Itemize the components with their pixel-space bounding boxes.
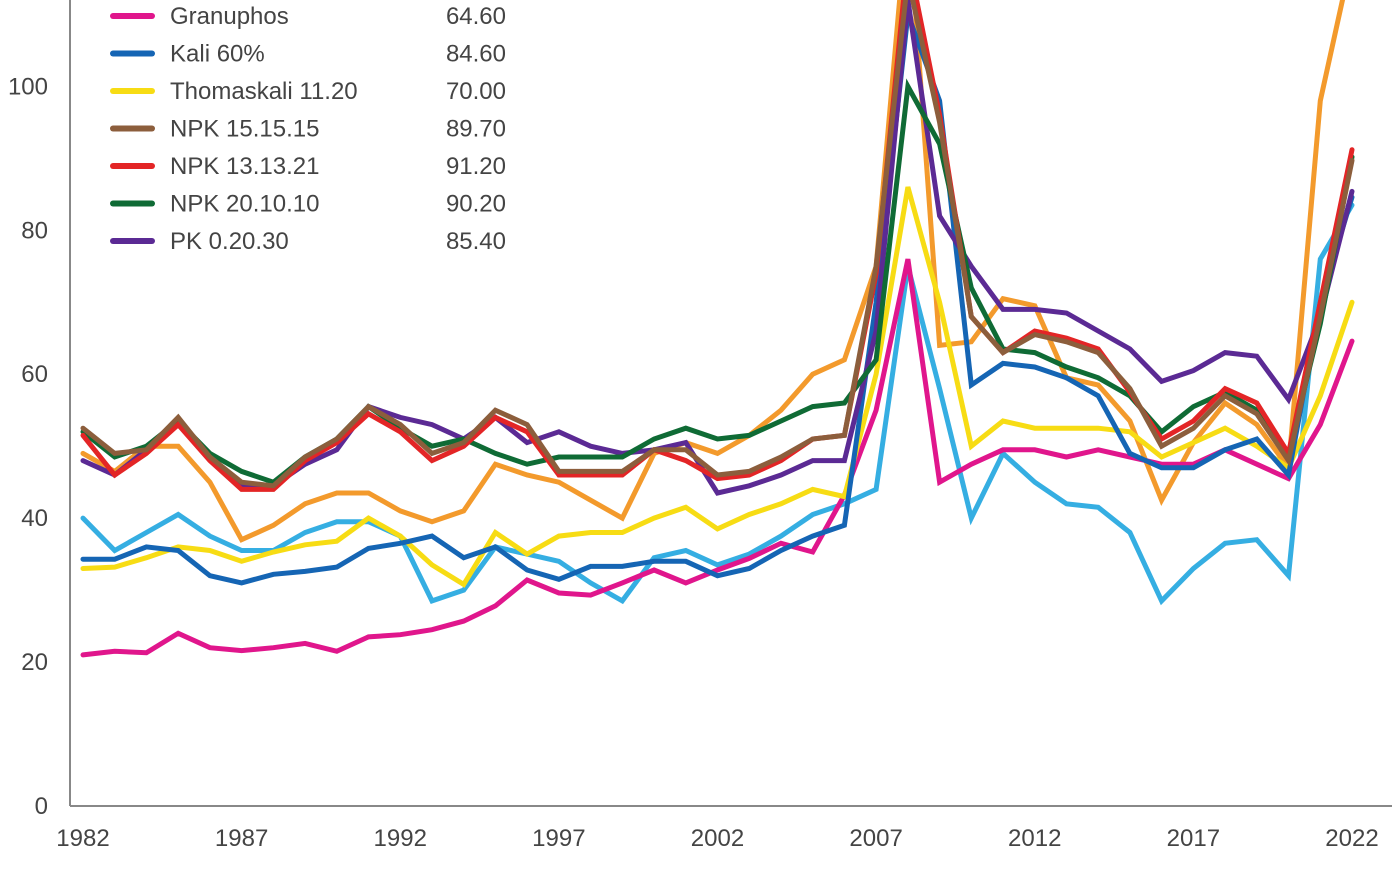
legend-value: 90.20 — [446, 191, 506, 218]
legend-item: NPK 15.15.15 89.70 — [110, 116, 506, 143]
x-tick-label: 2017 — [1167, 825, 1220, 852]
legend-value: 89.70 — [446, 116, 506, 143]
x-tick-label: 1987 — [215, 825, 268, 852]
x-tick-label: 2022 — [1325, 825, 1378, 852]
y-tick-label: 60 — [21, 361, 48, 388]
series-lines — [80, 0, 1355, 658]
legend-item: Thomaskali 11.20 70.00 — [110, 78, 506, 105]
y-tick-label: 0 — [35, 793, 48, 820]
legend-item: NPK 20.10.10 90.20 — [110, 191, 506, 218]
y-tick-label: 100 — [8, 73, 48, 100]
legend-item: Kali 60% 84.60 — [110, 41, 506, 68]
legend-item: NPK 13.13.21 91.20 — [110, 153, 506, 180]
legend-label: Kali 60% — [170, 41, 265, 68]
x-tick-label: 2012 — [1008, 825, 1061, 852]
legend-label: Granuphos — [170, 3, 289, 30]
legend-value: 91.20 — [446, 153, 506, 180]
legend-label: PK 0.20.30 — [170, 228, 289, 255]
legend-value: 64.60 — [446, 3, 506, 30]
legend-label: NPK 15.15.15 — [170, 116, 319, 143]
x-tick-label: 1997 — [532, 825, 585, 852]
legend-label: NPK 13.13.21 — [170, 153, 319, 180]
x-tick-labels: 1982 1987 1992 1997 2002 2007 2012 2017 2022 — [56, 825, 1378, 852]
y-tick-labels: 0 20 40 60 80 100 — [8, 73, 48, 820]
legend-label: Thomaskali 11.20 — [170, 78, 358, 105]
legend-value: 70.00 — [446, 78, 506, 105]
x-tick-label: 2002 — [691, 825, 744, 852]
y-tick-label: 20 — [21, 649, 48, 676]
series-line-npk-20-10-10 — [80, 78, 1355, 486]
legend-label: NPK 20.10.10 — [170, 191, 319, 218]
series-line-unlabelled-8 — [80, 202, 1355, 606]
x-tick-label: 1992 — [374, 825, 427, 852]
legend-item: Granuphos 64.60 — [110, 3, 506, 30]
series-line-npk-15-15-15 — [80, 0, 1355, 489]
legend-item: PK 0.20.30 85.40 — [110, 228, 506, 255]
x-tick-label: 2007 — [849, 825, 902, 852]
legend-value: 84.60 — [446, 41, 506, 68]
series-line-thomaskali-11-20 — [80, 186, 1355, 588]
y-tick-label: 80 — [21, 217, 48, 244]
legend-value: 85.40 — [446, 228, 506, 255]
y-tick-label: 40 — [21, 505, 48, 532]
series-line-kali-60- — [80, 13, 1355, 586]
x-tick-label: 1982 — [56, 825, 109, 852]
legend: Granuphos 64.60 Kali 60% 84.60 Thomaskali 11… — [110, 3, 506, 255]
series-line-unlabelled-7 — [80, 0, 1346, 543]
